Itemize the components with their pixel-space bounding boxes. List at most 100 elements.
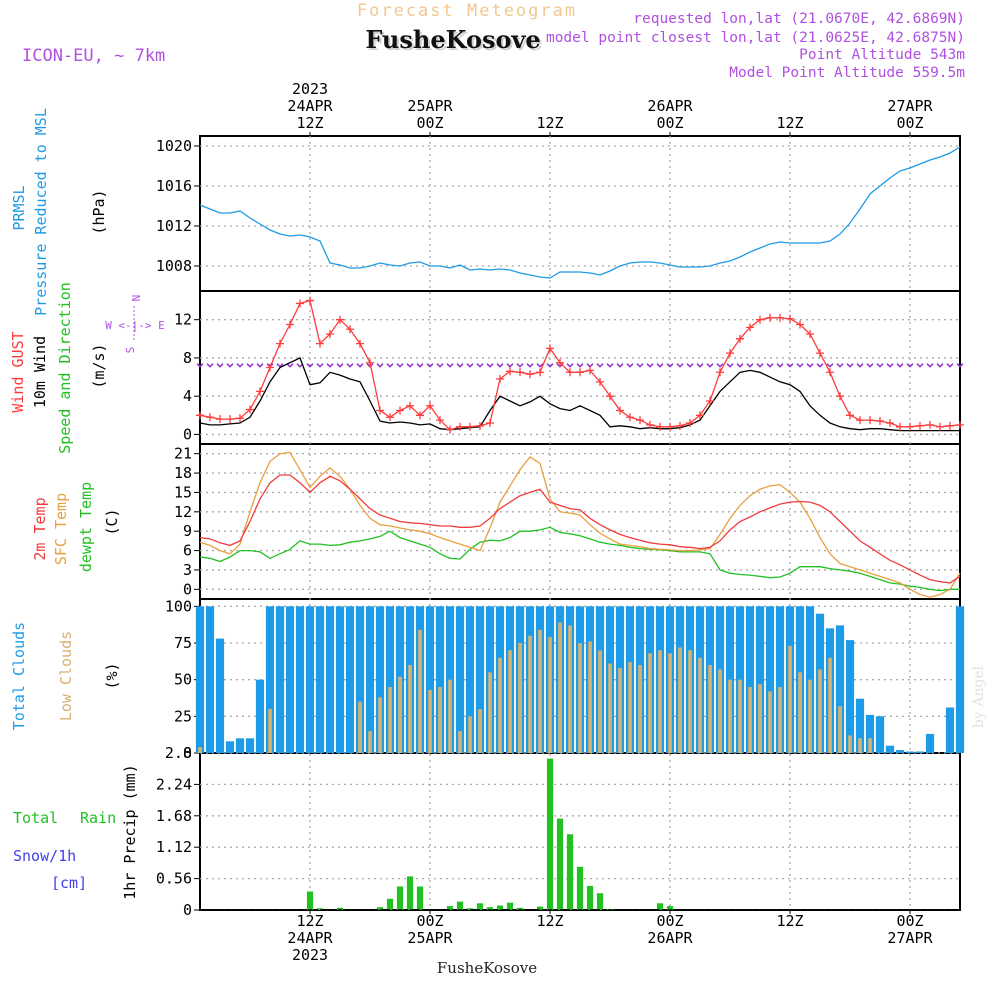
time-label: 12Z bbox=[296, 114, 323, 132]
rain-bar bbox=[416, 886, 424, 910]
y-tick-label: 50 bbox=[174, 671, 192, 689]
wind-speed-line bbox=[199, 357, 960, 432]
total-cloud-bar bbox=[305, 606, 315, 753]
y-tick-label: 2.8 bbox=[165, 744, 192, 762]
wind-gust-marker bbox=[676, 421, 684, 430]
low-cloud-bar bbox=[718, 669, 722, 753]
rain-bar bbox=[566, 834, 574, 910]
rain-bar bbox=[656, 903, 664, 910]
temp-2m-line bbox=[199, 474, 961, 584]
low-cloud-bar bbox=[808, 679, 812, 753]
low-cloud-bar bbox=[728, 679, 732, 753]
rain-bar bbox=[576, 866, 584, 910]
wind-gust-marker bbox=[756, 315, 764, 324]
total-cloud-bar bbox=[925, 733, 935, 753]
wind-gust-marker bbox=[496, 374, 504, 383]
wind-direction-arrow bbox=[696, 363, 704, 368]
rain-bar bbox=[586, 885, 594, 910]
wind-direction-arrow bbox=[526, 363, 534, 368]
time-label: 12Z bbox=[776, 912, 803, 930]
wind-gust-marker bbox=[376, 406, 384, 415]
y-tick-label: 0 bbox=[183, 901, 192, 919]
wind-gust-marker bbox=[426, 401, 434, 410]
wind-gust-marker bbox=[286, 320, 294, 329]
rain-bar bbox=[396, 886, 404, 910]
low-cloud-bar bbox=[478, 709, 482, 753]
wind-gust-marker bbox=[666, 422, 674, 431]
location-title: FusheKosove bbox=[365, 25, 540, 54]
wind-gust-marker bbox=[936, 422, 944, 431]
total-cloud-bar bbox=[805, 606, 815, 753]
total-cloud-bar bbox=[215, 638, 225, 753]
low-cloud-bar bbox=[498, 657, 502, 753]
low-cloud-bar bbox=[648, 653, 652, 753]
low-cloud-bar bbox=[468, 716, 472, 753]
wind-direction-arrow bbox=[326, 363, 334, 368]
total-cloud-bar bbox=[265, 606, 275, 753]
wind-direction-arrow bbox=[576, 363, 584, 368]
clouds-label-low: Low Clouds bbox=[57, 631, 75, 721]
wind-gust-marker bbox=[246, 405, 254, 414]
wind-direction-arrow bbox=[566, 363, 574, 368]
total-cloud-bar bbox=[945, 707, 955, 753]
wind-direction-arrow bbox=[496, 363, 504, 368]
low-cloud-bar bbox=[778, 687, 782, 753]
wind-direction-arrow bbox=[256, 363, 264, 368]
wind-direction-arrow bbox=[726, 363, 734, 368]
wind-gust-marker bbox=[686, 418, 694, 427]
wind-gust-marker bbox=[646, 420, 654, 429]
y-tick-label: 1.68 bbox=[156, 807, 192, 825]
low-cloud-bar bbox=[358, 701, 362, 753]
rain-bar bbox=[516, 907, 524, 910]
wind-gust-marker bbox=[226, 415, 234, 424]
wind-direction-arrow bbox=[756, 363, 764, 368]
wind-gust-marker bbox=[486, 418, 494, 427]
wind-direction-arrow bbox=[226, 363, 234, 368]
wind-direction-arrow bbox=[686, 363, 694, 368]
wind-gust-marker bbox=[956, 420, 964, 429]
wind-direction-arrow bbox=[606, 363, 614, 368]
temp-label-unit: (C) bbox=[103, 508, 121, 535]
wind-gust-marker bbox=[546, 344, 554, 353]
dewpoint-line bbox=[199, 526, 960, 592]
y-tick-label: 8 bbox=[183, 349, 192, 367]
time-label: 24APR bbox=[287, 97, 333, 115]
time-label: 00Z bbox=[416, 912, 443, 930]
wind-direction-arrow bbox=[546, 363, 554, 368]
rain-bar bbox=[506, 902, 514, 910]
wind-direction-arrow bbox=[206, 363, 214, 368]
total-cloud-bar bbox=[435, 606, 445, 753]
compass-north: N bbox=[130, 295, 143, 302]
wind-gust-marker bbox=[926, 420, 934, 429]
total-cloud-bar bbox=[375, 606, 385, 753]
time-label: 25APR bbox=[407, 929, 453, 947]
wind-gust-marker bbox=[606, 392, 614, 401]
low-cloud-bar bbox=[418, 629, 422, 753]
low-cloud-bar bbox=[758, 684, 762, 753]
low-cloud-bar bbox=[748, 687, 752, 753]
wind-gust-marker bbox=[846, 411, 854, 420]
wind-gust-marker bbox=[896, 422, 904, 431]
low-cloud-bar bbox=[588, 641, 592, 753]
total-cloud-bar bbox=[205, 606, 215, 753]
y-tick-label: 0 bbox=[183, 425, 192, 443]
pressure-line bbox=[199, 146, 961, 279]
low-cloud-bar bbox=[598, 650, 602, 753]
low-cloud-bar bbox=[448, 679, 452, 753]
wind-direction-arrow bbox=[196, 363, 204, 368]
rain-bar bbox=[306, 891, 314, 910]
y-tick-label: 15 bbox=[174, 483, 192, 501]
total-cloud-bar bbox=[235, 738, 245, 753]
total-cloud-bar bbox=[745, 606, 755, 753]
low-cloud-bar bbox=[788, 645, 792, 753]
wind-gust-marker bbox=[856, 416, 864, 425]
wind-gust-marker bbox=[586, 366, 594, 375]
wind-gust-marker bbox=[326, 330, 334, 339]
wind-gust-marker bbox=[266, 363, 274, 372]
wind-gust-marker bbox=[916, 421, 924, 430]
time-label: 25APR bbox=[407, 97, 453, 115]
wind-direction-arrow bbox=[536, 363, 544, 368]
low-cloud-bar bbox=[818, 669, 822, 753]
wind-gust-marker bbox=[446, 425, 454, 434]
wind-direction-arrow bbox=[426, 363, 434, 368]
